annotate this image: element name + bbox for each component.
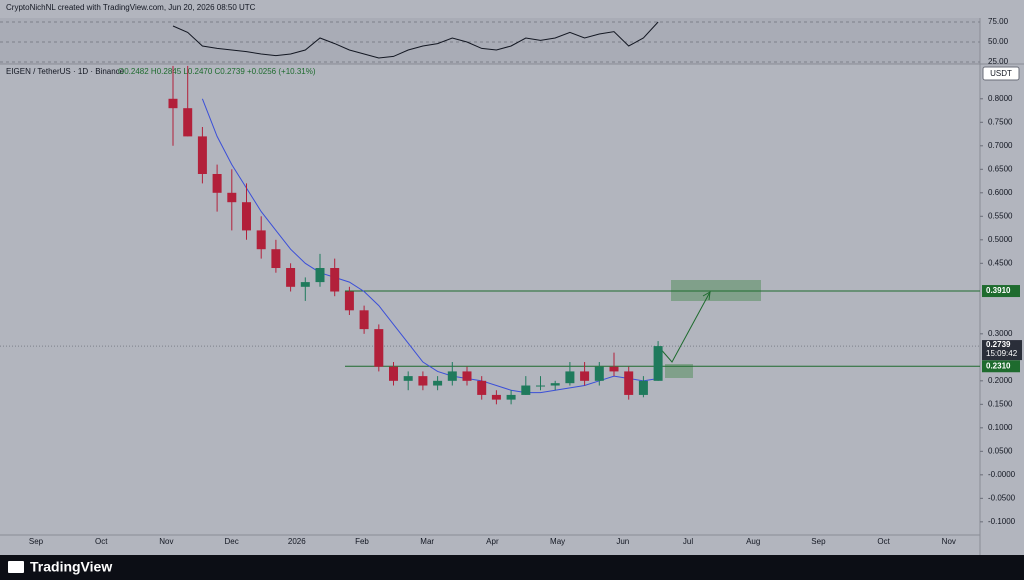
candle-body: [242, 202, 251, 231]
candle-body: [403, 376, 413, 381]
y-tick-label: 0.1000: [988, 423, 1013, 432]
candle-body: [653, 346, 663, 381]
candle-body: [168, 98, 178, 109]
x-tick-label: Nov: [159, 537, 173, 546]
y-tick-label: 0.8000: [988, 94, 1013, 103]
candle-body: [271, 249, 281, 269]
x-tick-label: Mar: [420, 537, 434, 546]
y-tick-label: -0.0500: [988, 493, 1016, 502]
symbol: EIGEN / TetherUS · 1D · Binance: [6, 67, 125, 76]
rsi-line: [172, 21, 659, 59]
y-tick-label: 0.0500: [988, 446, 1013, 455]
y-tick-label: 0.1500: [988, 399, 1013, 408]
candle-body: [638, 380, 648, 395]
x-tick-label: Sep: [29, 537, 44, 546]
candle-body: [491, 394, 501, 400]
x-tick-label: Jul: [683, 537, 693, 546]
projection-arrow: [657, 291, 711, 363]
candle-body: [624, 371, 634, 395]
last-price-bg: [982, 340, 1022, 361]
countdown: 15:09:42: [986, 349, 1018, 358]
candle-body: [359, 310, 369, 330]
y-tick-label: 0.4500: [988, 258, 1013, 267]
candle-body: [227, 192, 237, 203]
candle-body: [462, 371, 472, 381]
level-label-bg: [982, 285, 1020, 298]
y-tick-label: 0.7000: [988, 141, 1013, 150]
x-tick-label: Aug: [746, 537, 760, 546]
rsi-tick-label: 75.00: [988, 17, 1009, 26]
target-zone: [671, 280, 761, 301]
candle-body: [594, 366, 604, 381]
x-tick-label: Oct: [95, 537, 108, 546]
candle-body: [521, 385, 531, 395]
moving-average: [201, 98, 659, 394]
y-tick-label: 0.3000: [988, 329, 1013, 338]
x-tick-label: 2026: [288, 537, 306, 546]
y-tick-label: -0.1000: [988, 517, 1016, 526]
candle-body: [330, 268, 340, 292]
y-tick-label: 0.6500: [988, 164, 1013, 173]
brand: TradingView: [30, 559, 112, 575]
y-tick-label: 0.2000: [988, 376, 1013, 385]
background: [0, 0, 1024, 555]
candle-body: [506, 394, 516, 400]
credit: CryptoNichNL created with TradingView.co…: [6, 3, 256, 12]
candle-body: [447, 371, 457, 381]
ohlc: O0.2482 H0.2845 L0.2470 C0.2739 +0.0256 …: [118, 67, 316, 76]
y-tick-label: 0.7500: [988, 117, 1013, 126]
x-tick-label: Feb: [355, 537, 369, 546]
rsi-panel: [0, 18, 980, 64]
candle-body: [609, 366, 619, 372]
x-tick-label: Sep: [811, 537, 826, 546]
candle-body: [300, 282, 310, 287]
y-tick-label: -0.0000: [988, 470, 1016, 479]
candle-body: [565, 371, 575, 384]
y-tick-label: 0.5500: [988, 211, 1013, 220]
candle-body: [580, 371, 590, 381]
level-label: 0.2310: [986, 361, 1011, 370]
y-tick-label: 0.6000: [988, 188, 1013, 197]
x-tick-label: Apr: [486, 537, 499, 546]
candle-body: [344, 291, 354, 311]
candle-body: [374, 329, 384, 367]
retest-zone: [665, 364, 693, 378]
candle-body: [477, 380, 487, 395]
candle-body: [183, 108, 193, 137]
candle-body: [550, 383, 560, 386]
candle-body: [389, 366, 398, 381]
level-label: 0.3910: [986, 286, 1011, 295]
x-tick-label: May: [550, 537, 565, 546]
candle-body: [536, 385, 545, 387]
currency-button[interactable]: [982, 66, 1020, 81]
rsi-tick-label: 25.00: [988, 57, 1009, 66]
arrow-head: [702, 291, 711, 301]
y-tick-label: 0.5000: [988, 235, 1013, 244]
currency[interactable]: USDT: [990, 69, 1012, 78]
candle-body: [418, 376, 428, 386]
candle-body: [315, 268, 325, 283]
last-price-label: 0.2739: [986, 340, 1011, 349]
x-tick-label: Oct: [877, 537, 890, 546]
logo: [8, 561, 24, 573]
rsi-tick-label: 50.00: [988, 37, 1009, 46]
candle-body: [212, 173, 222, 193]
candle-body: [286, 268, 296, 287]
x-tick-label: Jun: [616, 537, 629, 546]
candle-body: [256, 230, 266, 250]
candle-body: [433, 380, 443, 386]
footer-bar: [0, 555, 1024, 580]
x-tick-label: Dec: [224, 537, 238, 546]
candle-body: [197, 136, 207, 174]
level-label-bg: [982, 360, 1020, 373]
x-tick-label: Nov: [942, 537, 956, 546]
